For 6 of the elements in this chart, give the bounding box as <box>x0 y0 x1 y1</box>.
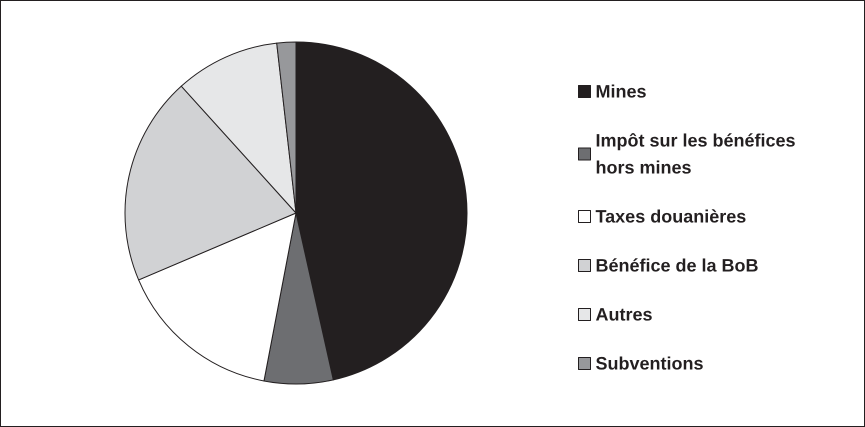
legend-label: Subventions <box>596 354 704 374</box>
legend-label: Autres <box>596 304 653 324</box>
legend-label: Taxes douanières <box>596 206 746 226</box>
legend-label: Bénéfice de la BoB <box>596 256 759 276</box>
legend-label: Impôt sur les bénéfices hors mines <box>596 130 801 178</box>
legend-label: Mines <box>596 82 647 102</box>
